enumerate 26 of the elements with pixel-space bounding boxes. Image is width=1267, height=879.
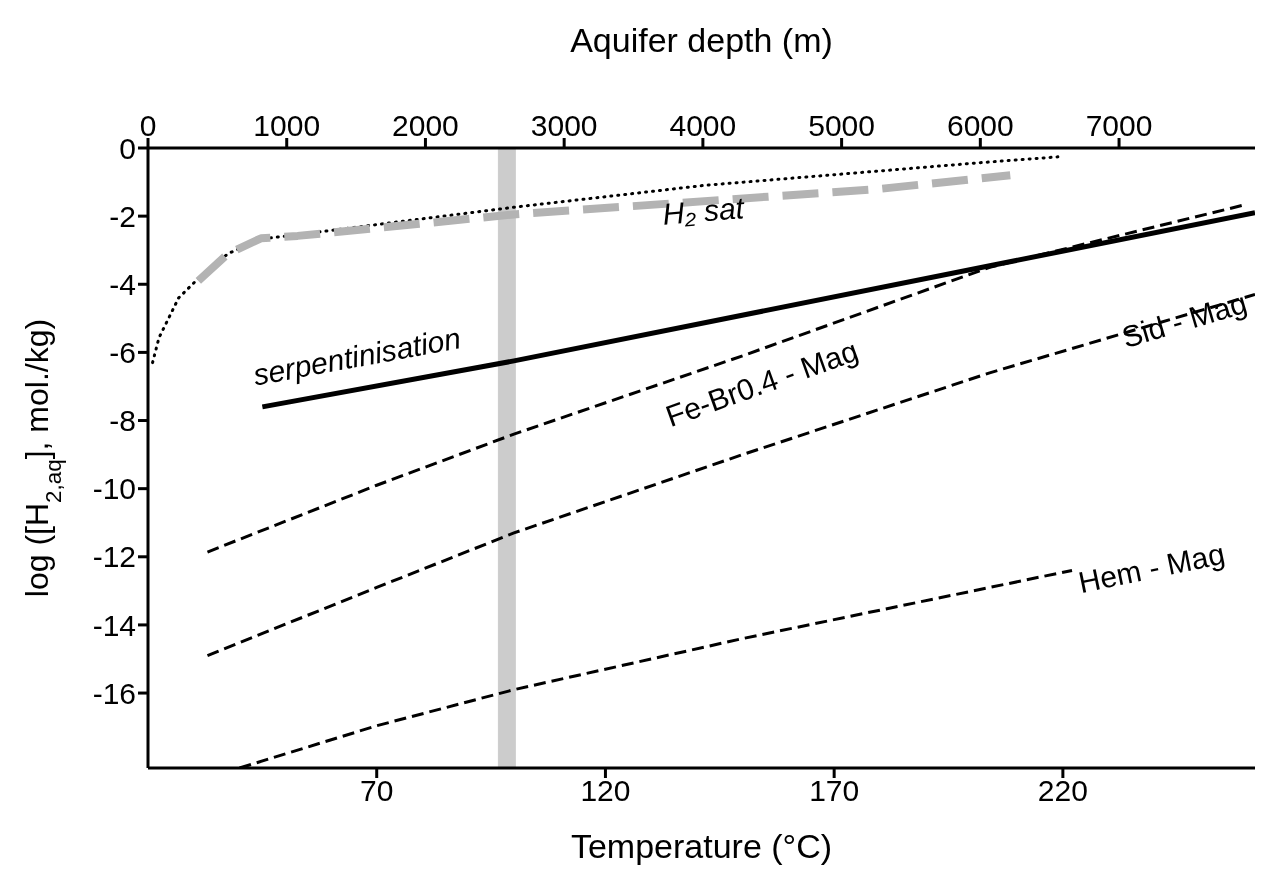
x2-tick-label: 0: [139, 109, 157, 142]
y-tick-label: -16: [92, 676, 136, 710]
y-tick-label: -10: [92, 472, 136, 506]
x-tick-label: 220: [1037, 774, 1088, 808]
y-tick-label: -6: [109, 336, 136, 370]
x2-tick-label: 3000: [530, 109, 598, 142]
x2-tick-label: 6000: [946, 109, 1014, 142]
text: Hem - Mag: [1075, 536, 1228, 600]
x2-tick-label: 7000: [1085, 109, 1153, 142]
y-tick-label: -8: [109, 404, 136, 438]
x2-tick-label: 1000: [253, 109, 321, 142]
series-label: H₂ sat: [661, 190, 747, 231]
y-tick-label: 0: [119, 131, 136, 165]
x-tick-label: 120: [580, 774, 631, 808]
x-axis-title: Temperature (°C): [570, 827, 833, 865]
x-tick-label: 70: [360, 774, 394, 808]
y-tick-label: -14: [92, 608, 136, 642]
x2-axis-title: Aquifer depth (m): [570, 21, 833, 60]
x2-tick-label: 4000: [669, 109, 737, 142]
line-series: [205, 292, 1255, 658]
y-tick-label: -4: [109, 267, 136, 301]
x2-tick-label: 2000: [392, 109, 459, 142]
y-tick-label: -2: [109, 199, 136, 233]
x2-tick-label: 5000: [808, 109, 875, 142]
x-tick-label: 170: [809, 774, 860, 808]
y-tick-label: -12: [92, 540, 136, 574]
